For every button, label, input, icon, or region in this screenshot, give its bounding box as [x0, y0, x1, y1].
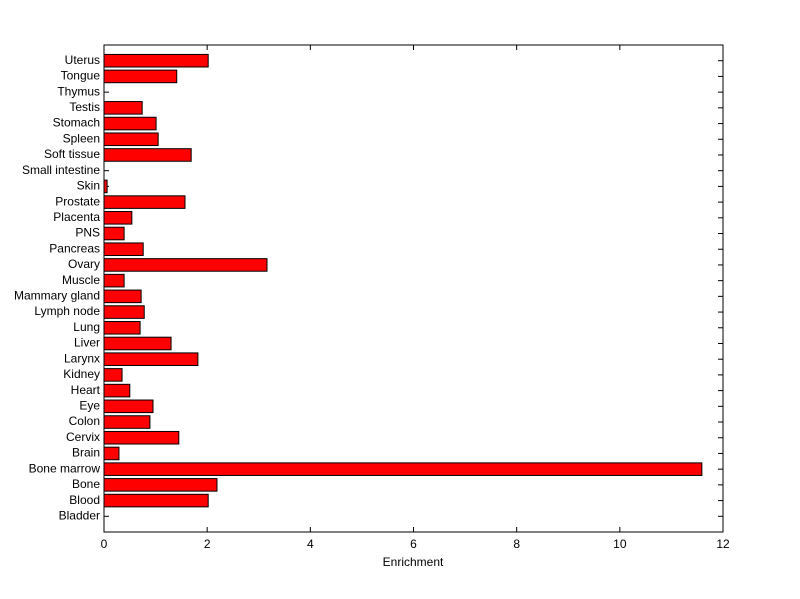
- y-tick-label: Eye: [79, 398, 100, 412]
- y-tick-label: Brain: [72, 446, 100, 460]
- bar: [103, 148, 192, 162]
- y-tick-label: Lymph node: [34, 304, 100, 318]
- y-tick-label: Cervix: [66, 430, 100, 444]
- y-tick-label: Muscle: [62, 273, 100, 287]
- y-tick-label: Bone: [72, 477, 100, 491]
- bar: [103, 289, 142, 304]
- bar: [103, 415, 151, 429]
- y-tick-label: Tongue: [61, 69, 101, 83]
- y-tick-label: Placenta: [53, 210, 100, 224]
- y-tick-label: Prostate: [55, 194, 100, 208]
- bar: [103, 462, 703, 476]
- bar: [103, 195, 186, 209]
- bar: [103, 305, 145, 319]
- bar: [103, 116, 157, 131]
- x-tick-label: 8: [513, 537, 520, 551]
- bar: [103, 478, 218, 492]
- y-tick-label: Pancreas: [49, 241, 100, 255]
- y-tick-label: Thymus: [57, 84, 100, 98]
- y-tick-label: Heart: [71, 383, 101, 397]
- y-tick-label: Uterus: [65, 53, 100, 67]
- bar: [103, 101, 143, 115]
- x-tick-label: 0: [101, 537, 108, 551]
- y-tick-label: Blood: [69, 493, 100, 507]
- bar: [103, 336, 172, 351]
- y-tick-label: Spleen: [63, 131, 100, 145]
- bar: [103, 368, 123, 382]
- x-tick-label: 12: [716, 537, 730, 551]
- y-tick-label: Soft tissue: [44, 147, 100, 161]
- y-tick-label: Lung: [73, 320, 100, 334]
- bar: [103, 493, 209, 508]
- y-tick-label: Kidney: [63, 367, 100, 381]
- y-tick-label: Testis: [69, 100, 100, 114]
- y-tick-label: Mammary gland: [14, 289, 100, 303]
- bar: [103, 399, 154, 414]
- y-tick-label: Colon: [69, 414, 100, 428]
- plot-frame: [103, 44, 724, 533]
- bar: [103, 320, 141, 335]
- bar: [103, 273, 125, 288]
- x-tick-label: 6: [410, 537, 417, 551]
- x-tick-label: 4: [307, 537, 314, 551]
- y-tick-label: Skin: [77, 179, 100, 193]
- bar: [103, 132, 159, 147]
- bar: [103, 211, 133, 225]
- y-tick-label: Larynx: [64, 351, 100, 365]
- y-tick-label: PNS: [75, 226, 100, 240]
- y-tick-label: Small intestine: [22, 163, 100, 177]
- bar: [103, 258, 268, 272]
- bar: [103, 226, 125, 241]
- x-axis-label: Enrichment: [383, 555, 444, 569]
- bar: [103, 69, 178, 84]
- x-tick-label: 2: [204, 537, 211, 551]
- bar: [103, 352, 199, 366]
- y-tick-label: Bladder: [59, 508, 100, 522]
- bar: [103, 446, 120, 461]
- y-tick-label: Liver: [74, 336, 100, 350]
- y-tick-label: Bone marrow: [29, 461, 101, 475]
- y-tick-label: Ovary: [68, 257, 100, 271]
- y-tick-label: Stomach: [53, 116, 100, 130]
- bar: [103, 430, 180, 445]
- x-tick-label: 10: [613, 537, 627, 551]
- bar: [103, 53, 209, 68]
- bar: [103, 242, 144, 257]
- bar: [103, 383, 131, 398]
